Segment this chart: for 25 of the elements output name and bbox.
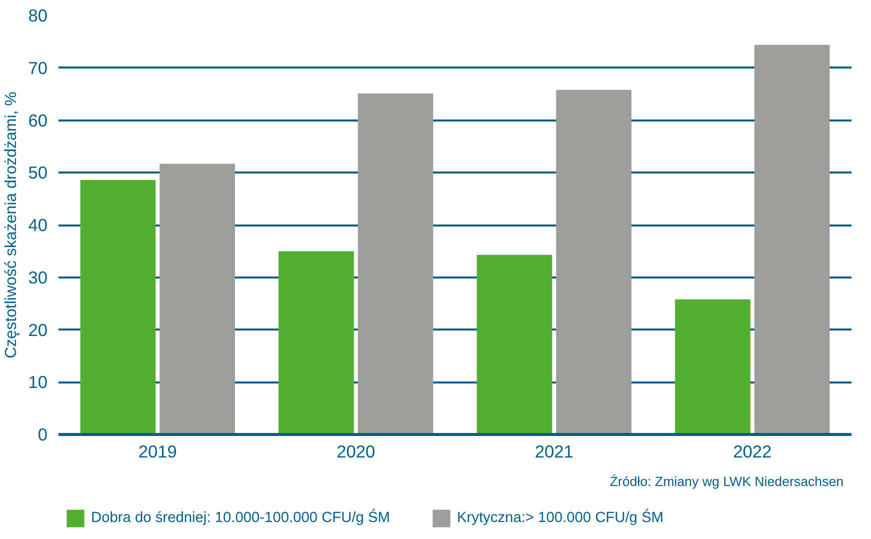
bar: [160, 164, 235, 434]
bar: [675, 299, 750, 434]
bar: [278, 251, 354, 434]
x-tick-label: 2022: [733, 442, 772, 462]
x-tick-label: 2021: [534, 442, 574, 462]
y-tick-label: 30: [28, 267, 48, 288]
y-tick-label: 10: [28, 372, 48, 392]
y-tick-label: 20: [28, 320, 48, 340]
text: Źródło: Zmiany wg LWK Niedersachsen: [610, 474, 844, 489]
y-tick-label: 80: [28, 6, 48, 26]
bar: [80, 180, 156, 434]
bar: [754, 44, 830, 434]
y-tick-label: 70: [28, 58, 48, 78]
x-tick-label: 2020: [336, 442, 376, 462]
bar: [358, 94, 434, 434]
y-tick-label: 60: [28, 110, 48, 130]
legend-label: Krytyczna:> 100.000 CFU/g ŚM: [457, 510, 664, 526]
y-tick-label: 50: [28, 162, 48, 183]
legend-label: Dobra do średniej: 10.000-100.000 CFU/g ŚM: [91, 510, 390, 526]
y-tick-label: 40: [28, 215, 48, 235]
bar: [476, 254, 552, 434]
x-tick-label: 2019: [138, 442, 177, 462]
y-axis-title: Częstotliwość skażenia drożdżami, %: [3, 92, 20, 358]
bar: [556, 90, 632, 434]
y-tick-label: 0: [38, 424, 48, 444]
